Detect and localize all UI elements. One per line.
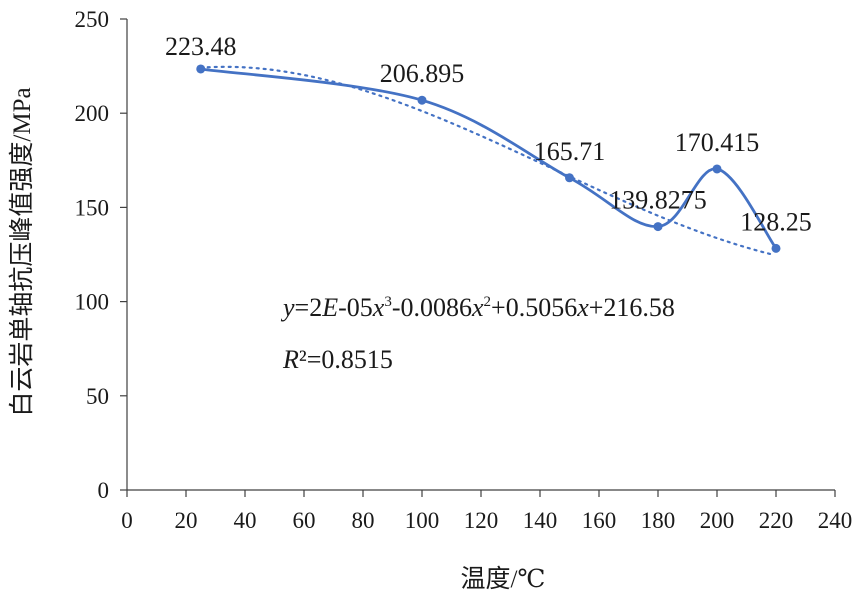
series-line xyxy=(200,67,778,250)
data-point xyxy=(417,95,427,105)
x-tick-label: 20 xyxy=(175,508,198,533)
data-label: 165.71 xyxy=(534,137,606,166)
y-tick-label: 150 xyxy=(75,195,110,220)
x-tick-label: 0 xyxy=(121,508,133,533)
x-tick-labels: 0 20 40 60 80 100 120 140 160 180 200 220 240 xyxy=(121,508,852,533)
x-tick-label: 60 xyxy=(293,508,316,533)
r-squared: R²=0.8515 xyxy=(282,345,393,374)
y-tick-label: 100 xyxy=(75,290,110,315)
x-tick-label: 160 xyxy=(582,508,617,533)
data-label: 223.48 xyxy=(165,32,237,61)
data-label: 139.8275 xyxy=(609,186,707,215)
data-markers xyxy=(196,64,781,253)
data-point xyxy=(712,164,722,174)
trendline xyxy=(199,65,775,256)
x-tick-label: 220 xyxy=(759,508,794,533)
x-tick-label: 100 xyxy=(405,508,440,533)
x-axis-title: 温度/℃ xyxy=(461,565,546,593)
data-label: 170.415 xyxy=(675,128,760,157)
data-point xyxy=(565,173,574,183)
x-tick-label: 120 xyxy=(464,508,499,533)
y-tick-labels: 0 50 100 150 200 250 xyxy=(75,7,110,503)
data-label: 128.25 xyxy=(740,207,812,236)
x-tick-label: 240 xyxy=(818,508,853,533)
y-tick-label: 0 xyxy=(98,478,110,503)
trend-equation: y=2E-05x3-0.0086x2+0.5056x+216.58 xyxy=(280,293,675,322)
data-point xyxy=(653,222,663,232)
y-axis-title: 白云岩单轴抗压峰值强度/MPa xyxy=(8,87,36,416)
axes xyxy=(120,18,836,497)
y-tick-label: 250 xyxy=(75,7,110,32)
data-point xyxy=(196,64,206,74)
data-point xyxy=(771,243,781,253)
x-tick-label: 180 xyxy=(641,508,676,533)
x-tick-label: 40 xyxy=(234,508,257,533)
y-tick-label: 50 xyxy=(86,384,109,409)
x-tick-label: 140 xyxy=(523,508,558,533)
y-tick-label: 200 xyxy=(75,101,110,126)
data-label: 206.895 xyxy=(380,59,465,88)
x-tick-label: 200 xyxy=(700,508,735,533)
x-tick-label: 80 xyxy=(352,508,375,533)
